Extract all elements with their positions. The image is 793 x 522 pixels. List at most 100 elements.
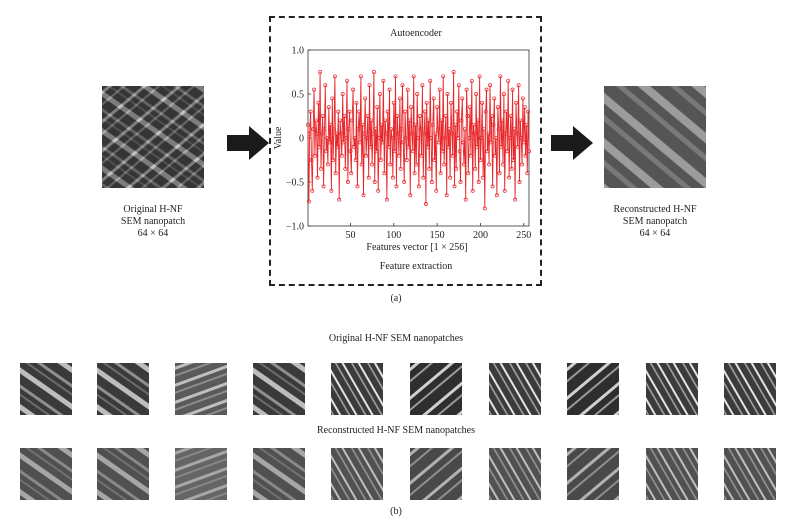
- data-point: [487, 162, 492, 167]
- data-point: [475, 118, 480, 123]
- data-point: [450, 153, 455, 158]
- data-point: [519, 136, 524, 140]
- data-point: [365, 114, 370, 118]
- data-point: [484, 87, 489, 92]
- data-point: [466, 171, 471, 176]
- data-point: [309, 158, 314, 162]
- data-point: [517, 180, 522, 184]
- data-point: [506, 78, 511, 83]
- original-patch-thumbnail: [20, 363, 72, 415]
- data-point: [336, 109, 341, 114]
- data-point: [454, 166, 459, 171]
- data-point: [432, 158, 437, 162]
- data-point: [419, 153, 424, 158]
- data-point: [319, 131, 324, 136]
- data-point: [362, 131, 367, 136]
- data-point: [443, 114, 448, 118]
- data-point: [310, 188, 315, 193]
- data-point: [369, 118, 374, 123]
- reconstructed-patch-thumbnail: [20, 448, 72, 500]
- data-point: [358, 74, 363, 79]
- data-point: [430, 122, 435, 127]
- data-point: [378, 158, 383, 162]
- data-point: [321, 184, 326, 189]
- data-point: [475, 144, 479, 149]
- original-patch-thumbnail: [331, 363, 383, 415]
- data-point: [316, 100, 321, 105]
- data-point: [340, 92, 345, 96]
- data-point: [346, 127, 351, 132]
- data-point: [465, 114, 470, 118]
- data-point: [511, 158, 516, 162]
- data-point: [429, 180, 434, 184]
- data-point: [393, 74, 398, 79]
- data-point: [518, 118, 523, 123]
- data-point: [482, 206, 487, 211]
- data-point: [406, 144, 411, 149]
- data-point: [360, 122, 365, 127]
- data-point: [468, 105, 473, 110]
- data-point: [345, 78, 349, 83]
- data-point: [426, 118, 431, 123]
- data-point: [494, 193, 499, 198]
- data-point: [388, 162, 393, 167]
- x-tick-label: 50: [345, 230, 355, 241]
- data-point: [377, 136, 382, 140]
- data-point: [354, 100, 359, 105]
- data-point: [500, 118, 505, 123]
- data-point: [504, 109, 509, 114]
- data-point: [452, 184, 457, 189]
- data-point: [330, 96, 335, 101]
- data-point: [502, 188, 507, 193]
- data-point: [520, 96, 525, 101]
- data-point: [440, 149, 445, 154]
- original-patch-thumbnail: [410, 363, 462, 415]
- reconstructed-patch-thumbnail: [253, 448, 305, 500]
- data-point: [313, 118, 318, 123]
- data-point: [495, 105, 500, 110]
- data-point: [356, 127, 361, 132]
- data-point: [458, 180, 463, 184]
- data-point: [525, 171, 530, 176]
- data-point: [461, 140, 466, 145]
- data-point: [447, 127, 452, 132]
- data-point: [391, 100, 396, 105]
- data-point: [473, 166, 478, 171]
- data-point: [328, 122, 333, 127]
- data-point: [342, 114, 347, 118]
- data-point: [332, 74, 337, 79]
- data-point: [403, 136, 408, 140]
- data-point: [472, 131, 477, 136]
- data-point: [526, 109, 531, 114]
- data-point: [412, 171, 417, 176]
- x-tick-label: 150: [430, 230, 445, 241]
- x-tick-label: 250: [516, 230, 531, 241]
- panel-b-label: (b): [390, 506, 402, 517]
- data-point: [434, 188, 439, 193]
- data-point: [492, 96, 497, 101]
- y-tick-label: −0.5: [286, 178, 304, 189]
- data-point: [348, 149, 353, 154]
- data-point: [375, 105, 380, 110]
- data-point: [470, 188, 475, 193]
- data-point: [469, 78, 474, 83]
- data-point: [480, 100, 485, 105]
- data-point: [349, 171, 354, 176]
- data-point: [514, 131, 519, 136]
- data-point: [455, 109, 460, 114]
- chart-box-footer: Feature extraction: [380, 261, 452, 272]
- data-point: [345, 180, 350, 184]
- data-point: [431, 96, 436, 101]
- data-point: [488, 140, 493, 145]
- data-point: [325, 162, 330, 167]
- data-point: [307, 131, 312, 136]
- data-point: [521, 140, 526, 145]
- data-point: [477, 74, 482, 79]
- original-patch-thumbnail: [646, 363, 698, 415]
- data-point: [403, 109, 408, 114]
- data-point: [382, 171, 387, 176]
- data-point: [367, 83, 372, 88]
- original-patch-thumbnail: [253, 363, 305, 415]
- data-point: [474, 92, 479, 96]
- data-point: [512, 127, 517, 132]
